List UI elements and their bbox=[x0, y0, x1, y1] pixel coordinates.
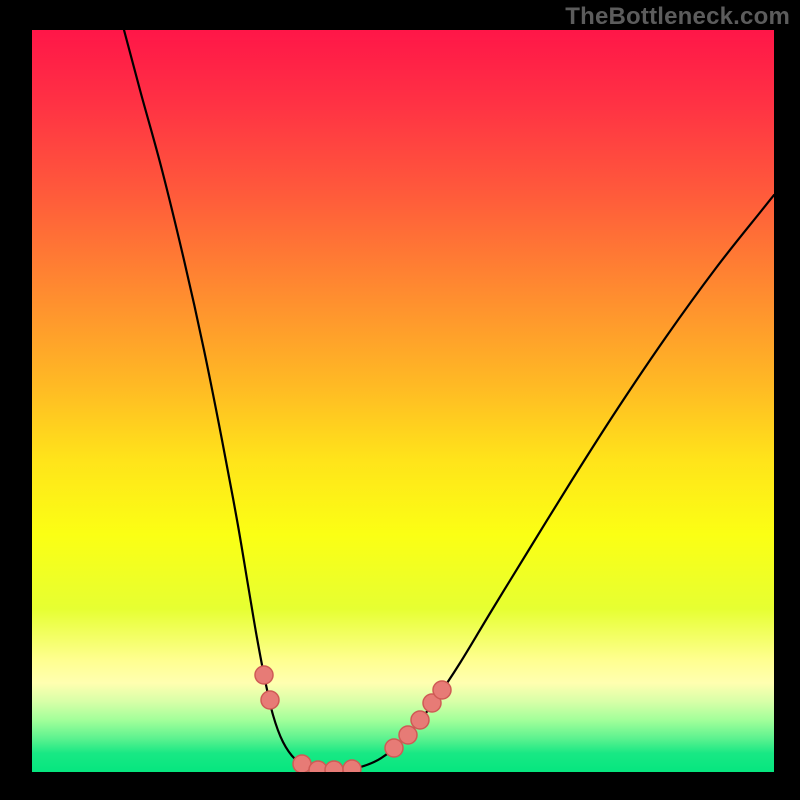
data-marker bbox=[261, 691, 279, 709]
data-marker bbox=[255, 666, 273, 684]
data-marker bbox=[433, 681, 451, 699]
data-marker bbox=[325, 761, 343, 772]
left-curve bbox=[124, 30, 328, 771]
watermark-text: TheBottleneck.com bbox=[565, 3, 790, 31]
plot-area bbox=[32, 30, 774, 772]
data-marker bbox=[411, 711, 429, 729]
curve-layer bbox=[32, 30, 774, 772]
data-marker bbox=[399, 726, 417, 744]
data-marker bbox=[385, 739, 403, 757]
right-curve bbox=[328, 195, 774, 771]
data-marker bbox=[343, 760, 361, 772]
